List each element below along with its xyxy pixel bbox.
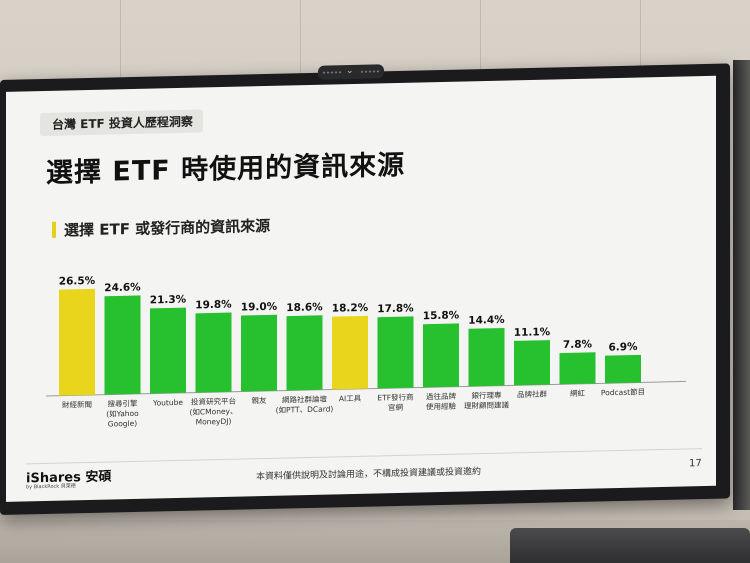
bar-value-label: 26.5% (59, 275, 96, 288)
disclaimer-note: 本資料僅供說明及討論用途，不構成投資建議或投資邀約 (256, 467, 482, 483)
bar-value-label: 18.2% (332, 302, 369, 315)
bar-value-label: 19.8% (195, 299, 232, 312)
slide-title: 選擇 ETF 時使用的資訊來源 (46, 149, 406, 189)
chevron-down-icon: ⌄ (346, 65, 354, 77)
category-label: 網紅 (570, 388, 585, 398)
bar-value-label: 17.8% (377, 302, 414, 315)
wall-panel-seam (300, 0, 301, 90)
bar (150, 307, 186, 394)
topic-tag: 台灣 ETF 投資人歷程洞察 (40, 109, 203, 137)
category-label: 過往品牌使用經驗 (426, 391, 456, 412)
bar-value-label: 18.6% (286, 301, 323, 314)
slide-screen: 台灣 ETF 投資人歷程洞察 選擇 ETF 時使用的資訊來源 選擇 ETF 或發… (6, 75, 716, 502)
bar-value-label: 11.1% (514, 326, 551, 339)
bar-value-label: 21.3% (150, 294, 187, 307)
bar (605, 354, 641, 384)
adjacent-monitor-base (510, 528, 750, 563)
bar (377, 316, 414, 389)
footer-rule (26, 448, 702, 465)
category-label: Podcast節目 (601, 386, 645, 397)
bar-value-label: 15.8% (423, 309, 460, 322)
bar (241, 314, 277, 392)
bar (514, 340, 550, 386)
category-label: 網路社群論壇(如PTT、DCard) (276, 393, 334, 414)
monitor-bezel: ⌄ 台灣 ETF 投資人歷程洞察 選擇 ETF 時使用的資訊來源 選擇 ETF … (0, 63, 730, 515)
speaker-grille (322, 70, 342, 75)
category-label: 親友 (252, 395, 267, 405)
bar-value-label: 6.9% (608, 341, 638, 354)
category-label: AI工具 (339, 394, 362, 404)
bar (59, 288, 95, 396)
wall-panel-seam (640, 0, 641, 90)
monitor-side-edge (733, 60, 750, 510)
category-label: 搜尋引擎(如YahooGoogle) (106, 398, 139, 429)
category-label: ETF發行商官網 (377, 392, 414, 413)
bar-value-label: 24.6% (104, 281, 141, 294)
bar (104, 295, 141, 395)
wall-panel-seam (480, 0, 481, 90)
speaker-grille (360, 69, 380, 74)
bar (468, 327, 505, 387)
subtitle-marker (52, 221, 56, 238)
bar (332, 315, 368, 390)
wall-panel-seam (120, 0, 121, 90)
bar (195, 312, 232, 393)
bar (559, 352, 596, 385)
bar-chart: 26.5% 財經新聞 24.6% 搜尋引擎(如YahooGoogle) 21.3% You… (46, 275, 686, 429)
camera-notch: ⌄ (318, 64, 384, 80)
bar-value-label: 19.0% (241, 301, 278, 314)
category-label: 銀行理專理財顧問建議 (464, 389, 509, 410)
category-label: 投資研究平台(如CMoney、MoneyDJ) (189, 396, 237, 427)
bar (286, 315, 323, 391)
ishares-logo-sub: by BlackRock 貝萊德 (26, 483, 76, 491)
category-label: 品牌社群 (517, 389, 547, 400)
bars-group: 26.5% 財經新聞 24.6% 搜尋引擎(如YahooGoogle) 21.3% You… (59, 275, 645, 429)
bar-value-label: 7.8% (563, 338, 593, 351)
bar-value-label: 14.4% (468, 314, 505, 327)
category-label: Youtube (152, 398, 183, 408)
page-number: 17 (689, 458, 702, 470)
category-label: 財經新聞 (62, 399, 92, 410)
bar (423, 323, 459, 388)
